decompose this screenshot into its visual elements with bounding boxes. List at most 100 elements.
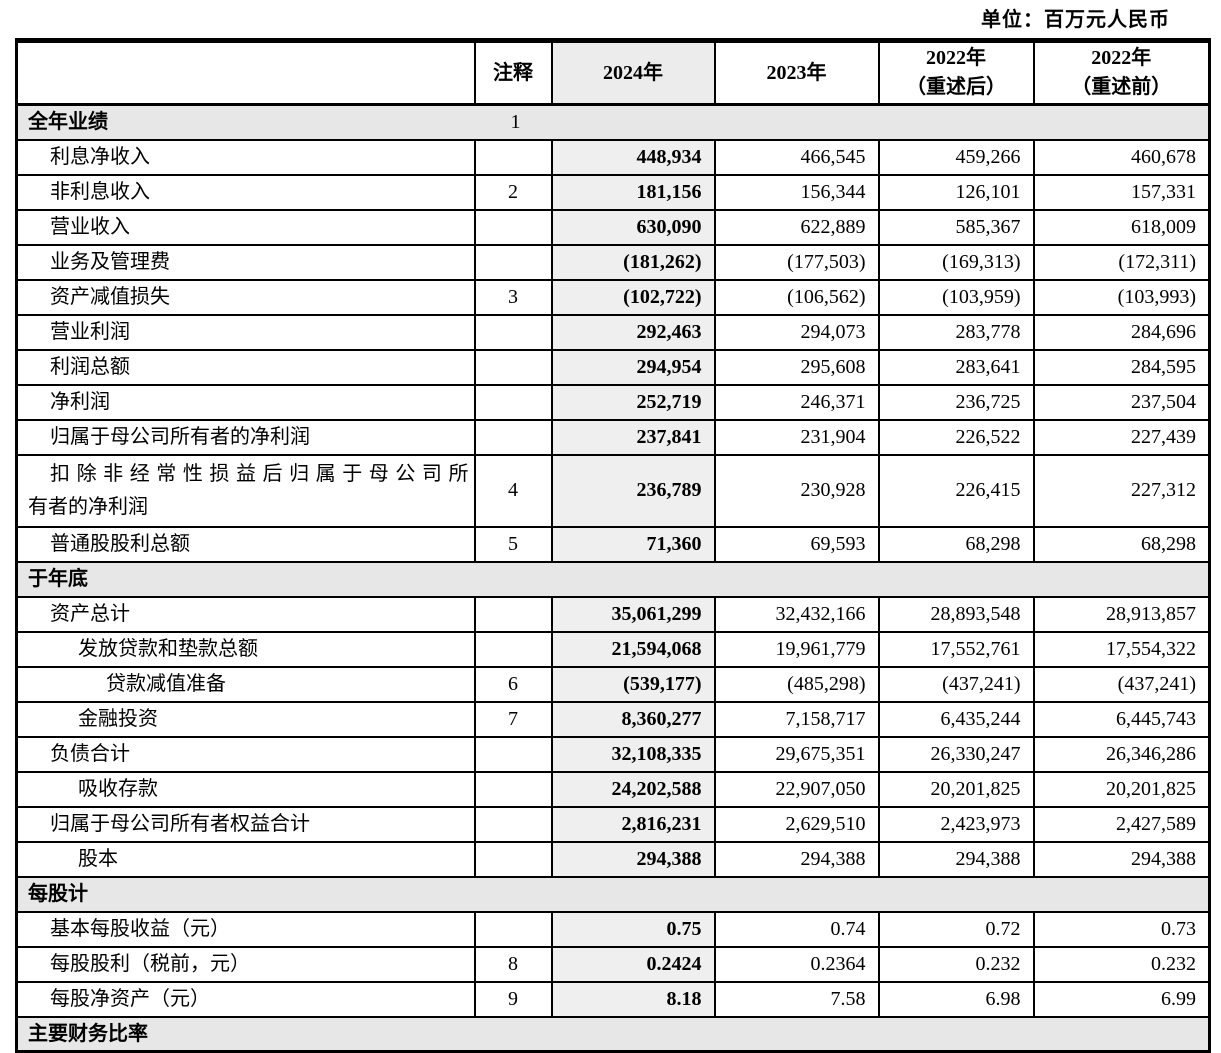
note-number: [473, 595, 553, 633]
row-label: 贷款减值准备: [15, 665, 476, 703]
value-2024: (539,177): [550, 665, 716, 703]
table-row: 归属于母公司所有者权益合计 2,816,231 2,629,510 2,423,973…: [15, 805, 1211, 843]
note-number: 7: [473, 700, 553, 738]
value-2024: 252,719: [550, 383, 716, 421]
value-2024: 32,108,335: [550, 735, 716, 773]
value-2023: 156,344: [713, 173, 880, 211]
value-2024: (181,262): [550, 243, 716, 281]
section-row: 主要财务比率: [15, 1015, 1211, 1053]
note-number: 6: [473, 665, 553, 703]
value-2023: 0.74: [713, 910, 880, 948]
column-header-label: [15, 39, 476, 106]
section-label: 每股计: [15, 875, 1211, 913]
row-label: 发放贷款和垫款总额: [15, 630, 476, 668]
value-2022-original: 294,388: [1032, 840, 1211, 878]
value-2022-original: (437,241): [1032, 665, 1211, 703]
column-header-2022-restated: 2022年 （重述后）: [877, 39, 1035, 106]
value-2022-restated: 126,101: [877, 173, 1035, 211]
value-2022-original: 284,595: [1032, 348, 1211, 386]
row-label: 股本: [15, 840, 476, 878]
row-label: 扣除非经常性损益后归属于母公司所 有者的净利润: [15, 453, 476, 528]
table-row: 负债合计 32,108,335 29,675,351 26,330,247 26,346…: [15, 735, 1211, 773]
value-2024: 71,360: [550, 525, 716, 563]
unit-label: 单位：百万元人民币: [981, 9, 1170, 31]
row-label: 业务及管理费: [15, 243, 476, 281]
row-label: 金融投资: [15, 700, 476, 738]
note-number: 8: [473, 945, 553, 983]
value-2022-original: (103,993): [1032, 278, 1211, 316]
value-2022-restated: 6,435,244: [877, 700, 1035, 738]
row-label: 非利息收入: [15, 173, 476, 211]
value-2022-restated: 283,641: [877, 348, 1035, 386]
value-2022-restated: (437,241): [877, 665, 1035, 703]
section-label: 主要财务比率: [15, 1015, 1211, 1053]
value-2022-original: 6.99: [1032, 980, 1211, 1018]
value-2024: 630,090: [550, 208, 716, 246]
table-header: 注释 2024年 2023年 2022年 （重述后） 2022年 （重述前）: [15, 39, 1211, 106]
value-2022-original: 0.73: [1032, 910, 1211, 948]
table-row: 金融投资 7 8,360,277 7,158,717 6,435,244 6,445,74…: [15, 700, 1211, 738]
value-2023: 294,388: [713, 840, 880, 878]
value-2023: 19,961,779: [713, 630, 880, 668]
value-2022-original: 460,678: [1032, 138, 1211, 176]
value-2022-restated: 294,388: [877, 840, 1035, 878]
note-number: 3: [473, 278, 553, 316]
column-header-2022-original: 2022年 （重述前）: [1032, 39, 1211, 106]
section-row: 全年业绩 1: [15, 103, 1211, 141]
value-2024: 181,156: [550, 173, 716, 211]
value-2024: 8.18: [550, 980, 716, 1018]
column-header-note: 注释: [473, 39, 553, 106]
table-row: 贷款减值准备 6 (539,177) (485,298) (437,241) (437,2…: [15, 665, 1211, 703]
table-row: 普通股股利总额 5 71,360 69,593 68,298 68,298: [15, 525, 1211, 563]
value-2023: 29,675,351: [713, 735, 880, 773]
note-number: [473, 138, 553, 176]
row-label: 归属于母公司所有者的净利润: [15, 418, 476, 456]
table-row: 归属于母公司所有者的净利润 237,841 231,904 226,522 227,43…: [15, 418, 1211, 456]
row-label: 资产减值损失: [15, 278, 476, 316]
value-2022-restated: 17,552,761: [877, 630, 1035, 668]
value-2023: 466,545: [713, 138, 880, 176]
value-2022-original: 6,445,743: [1032, 700, 1211, 738]
value-2023: 69,593: [713, 525, 880, 563]
value-2022-original: 157,331: [1032, 173, 1211, 211]
value-2022-restated: 2,423,973: [877, 805, 1035, 843]
row-label: 每股股利（税前，元）: [15, 945, 476, 983]
table-row: 利息净收入 448,934 466,545 459,266 460,678: [15, 138, 1211, 176]
value-2024: 237,841: [550, 418, 716, 456]
value-2022-restated: 236,725: [877, 383, 1035, 421]
value-2023: 7,158,717: [713, 700, 880, 738]
value-2024: 0.75: [550, 910, 716, 948]
value-2023: 7.58: [713, 980, 880, 1018]
value-2024: 448,934: [550, 138, 716, 176]
note-number: 2: [473, 173, 553, 211]
value-2023: 2,629,510: [713, 805, 880, 843]
value-2022-original: 227,439: [1032, 418, 1211, 456]
value-2022-original: 618,009: [1032, 208, 1211, 246]
value-2022-restated: (169,313): [877, 243, 1035, 281]
table-row: 利润总额 294,954 295,608 283,641 284,595: [15, 348, 1211, 386]
table-row: 扣除非经常性损益后归属于母公司所 有者的净利润 4 236,789 230,928 226…: [15, 453, 1211, 528]
row-label: 归属于母公司所有者权益合计: [15, 805, 476, 843]
value-2022-restated: (103,959): [877, 278, 1035, 316]
value-2022-original: 28,913,857: [1032, 595, 1211, 633]
value-2022-restated: 459,266: [877, 138, 1035, 176]
value-2022-original: 237,504: [1032, 383, 1211, 421]
column-header-2024: 2024年: [550, 39, 716, 106]
row-label: 吸收存款: [15, 770, 476, 808]
value-2023: (485,298): [713, 665, 880, 703]
value-2022-original: 0.232: [1032, 945, 1211, 983]
section-row: 于年底: [15, 560, 1211, 598]
value-2022-original: 26,346,286: [1032, 735, 1211, 773]
value-2023: 622,889: [713, 208, 880, 246]
note-number: [473, 418, 553, 456]
value-2022-restated: 226,522: [877, 418, 1035, 456]
section-row: 每股计: [15, 875, 1211, 913]
value-2022-restated: 20,201,825: [877, 770, 1035, 808]
value-2022-restated: 28,893,548: [877, 595, 1035, 633]
value-2023: 32,432,166: [713, 595, 880, 633]
value-2022-restated: 6.98: [877, 980, 1035, 1018]
table-row: 发放贷款和垫款总额 21,594,068 19,961,779 17,552,761 1…: [15, 630, 1211, 668]
row-label: 利润总额: [15, 348, 476, 386]
value-2023: 22,907,050: [713, 770, 880, 808]
